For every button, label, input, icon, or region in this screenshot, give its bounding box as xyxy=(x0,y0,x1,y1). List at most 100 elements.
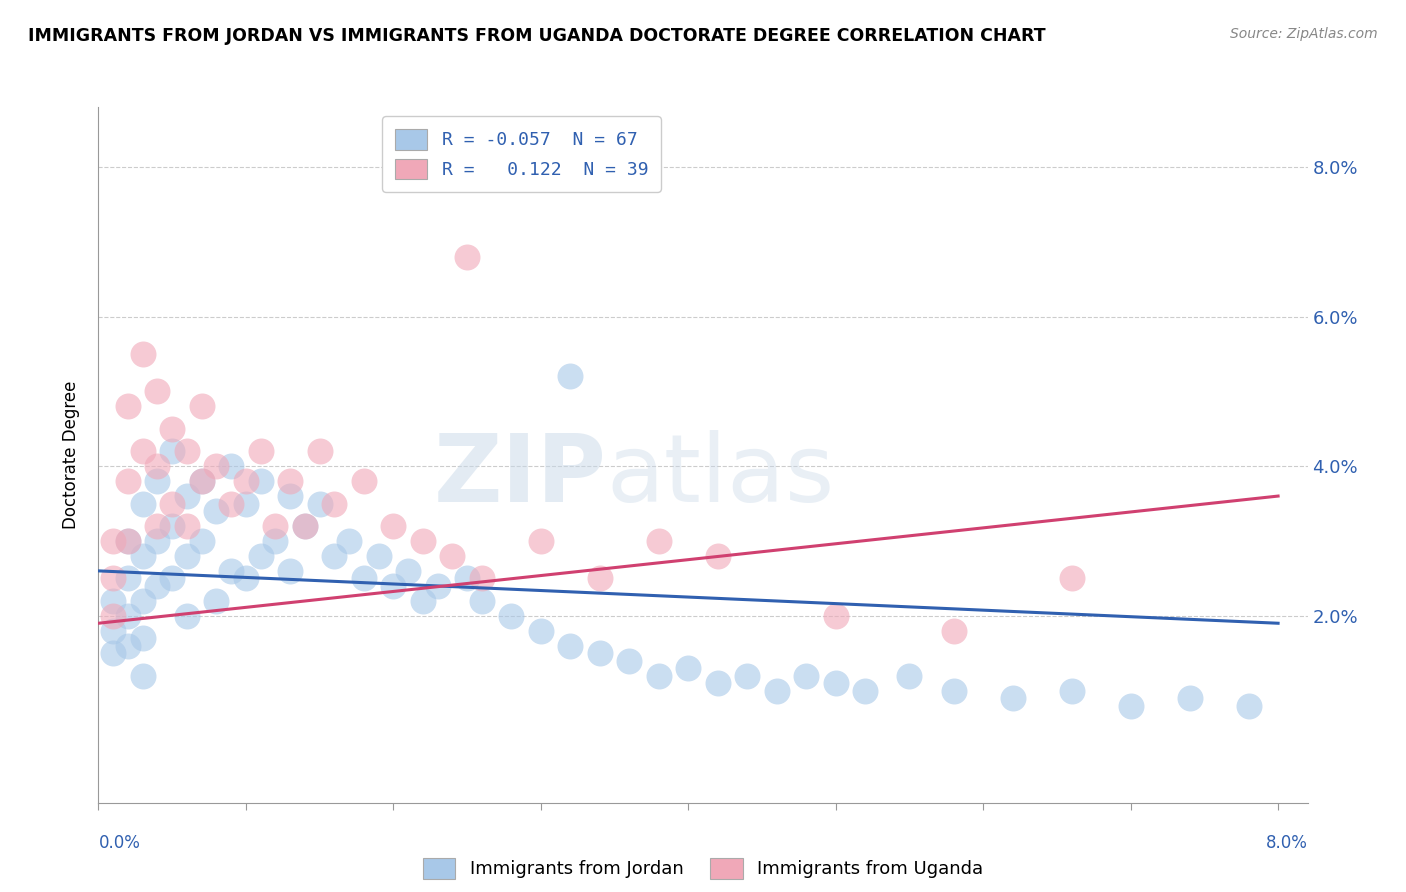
Point xyxy=(264,533,287,548)
Point xyxy=(1060,683,1083,698)
Point xyxy=(456,250,478,264)
Point xyxy=(235,497,257,511)
Point xyxy=(382,519,405,533)
Point xyxy=(205,504,228,518)
Point xyxy=(101,646,124,660)
Point xyxy=(101,571,124,585)
Point xyxy=(131,631,153,645)
Point xyxy=(117,571,139,585)
Text: 0.0%: 0.0% xyxy=(98,834,141,852)
Point xyxy=(824,608,846,623)
Point xyxy=(412,533,434,548)
Point xyxy=(560,639,582,653)
Point xyxy=(117,474,139,488)
Point xyxy=(794,668,817,682)
Point xyxy=(456,571,478,585)
Point xyxy=(942,683,965,698)
Point xyxy=(101,624,124,638)
Point xyxy=(853,683,876,698)
Point xyxy=(205,594,228,608)
Point xyxy=(530,624,553,638)
Point xyxy=(441,549,464,563)
Point xyxy=(278,489,301,503)
Point xyxy=(176,489,198,503)
Point xyxy=(190,474,212,488)
Point xyxy=(131,549,153,563)
Point xyxy=(678,661,700,675)
Point xyxy=(367,549,389,563)
Point xyxy=(1178,691,1201,706)
Point xyxy=(471,594,494,608)
Point xyxy=(101,594,124,608)
Point xyxy=(1060,571,1083,585)
Point xyxy=(560,369,582,384)
Point xyxy=(190,533,212,548)
Point xyxy=(264,519,287,533)
Text: Source: ZipAtlas.com: Source: ZipAtlas.com xyxy=(1230,27,1378,41)
Point xyxy=(176,444,198,458)
Point xyxy=(190,474,212,488)
Point xyxy=(131,594,153,608)
Point xyxy=(589,571,612,585)
Point xyxy=(323,497,346,511)
Point xyxy=(353,474,375,488)
Point xyxy=(101,533,124,548)
Point xyxy=(353,571,375,585)
Point xyxy=(146,459,169,474)
Point xyxy=(530,533,553,548)
Point xyxy=(176,519,198,533)
Point xyxy=(160,571,183,585)
Point xyxy=(278,564,301,578)
Point xyxy=(160,422,183,436)
Point xyxy=(294,519,316,533)
Point xyxy=(1237,698,1260,713)
Point xyxy=(205,459,228,474)
Point xyxy=(898,668,921,682)
Point xyxy=(249,549,271,563)
Point xyxy=(131,444,153,458)
Point xyxy=(219,459,242,474)
Point xyxy=(735,668,758,682)
Text: IMMIGRANTS FROM JORDAN VS IMMIGRANTS FROM UGANDA DOCTORATE DEGREE CORRELATION CH: IMMIGRANTS FROM JORDAN VS IMMIGRANTS FRO… xyxy=(28,27,1046,45)
Point xyxy=(117,608,139,623)
Point xyxy=(146,474,169,488)
Point xyxy=(1119,698,1142,713)
Point xyxy=(619,654,641,668)
Point xyxy=(337,533,360,548)
Point xyxy=(176,608,198,623)
Point xyxy=(765,683,787,698)
Point xyxy=(308,497,330,511)
Text: ZIP: ZIP xyxy=(433,430,606,522)
Point xyxy=(1001,691,1024,706)
Point xyxy=(160,519,183,533)
Point xyxy=(219,497,242,511)
Point xyxy=(249,474,271,488)
Point xyxy=(589,646,612,660)
Point xyxy=(146,533,169,548)
Point xyxy=(131,668,153,682)
Point xyxy=(501,608,523,623)
Point xyxy=(117,639,139,653)
Point xyxy=(824,676,846,690)
Point xyxy=(648,533,671,548)
Point xyxy=(942,624,965,638)
Point xyxy=(219,564,242,578)
Text: 8.0%: 8.0% xyxy=(1265,834,1308,852)
Point xyxy=(323,549,346,563)
Y-axis label: Doctorate Degree: Doctorate Degree xyxy=(62,381,80,529)
Point xyxy=(706,549,728,563)
Point xyxy=(396,564,419,578)
Legend: Immigrants from Jordan, Immigrants from Uganda: Immigrants from Jordan, Immigrants from … xyxy=(411,845,995,891)
Point xyxy=(412,594,434,608)
Point xyxy=(190,399,212,413)
Point xyxy=(101,608,124,623)
Point xyxy=(426,579,449,593)
Point xyxy=(294,519,316,533)
Point xyxy=(160,497,183,511)
Point xyxy=(278,474,301,488)
Point xyxy=(131,347,153,361)
Point xyxy=(235,474,257,488)
Point xyxy=(146,384,169,399)
Point xyxy=(146,519,169,533)
Point xyxy=(382,579,405,593)
